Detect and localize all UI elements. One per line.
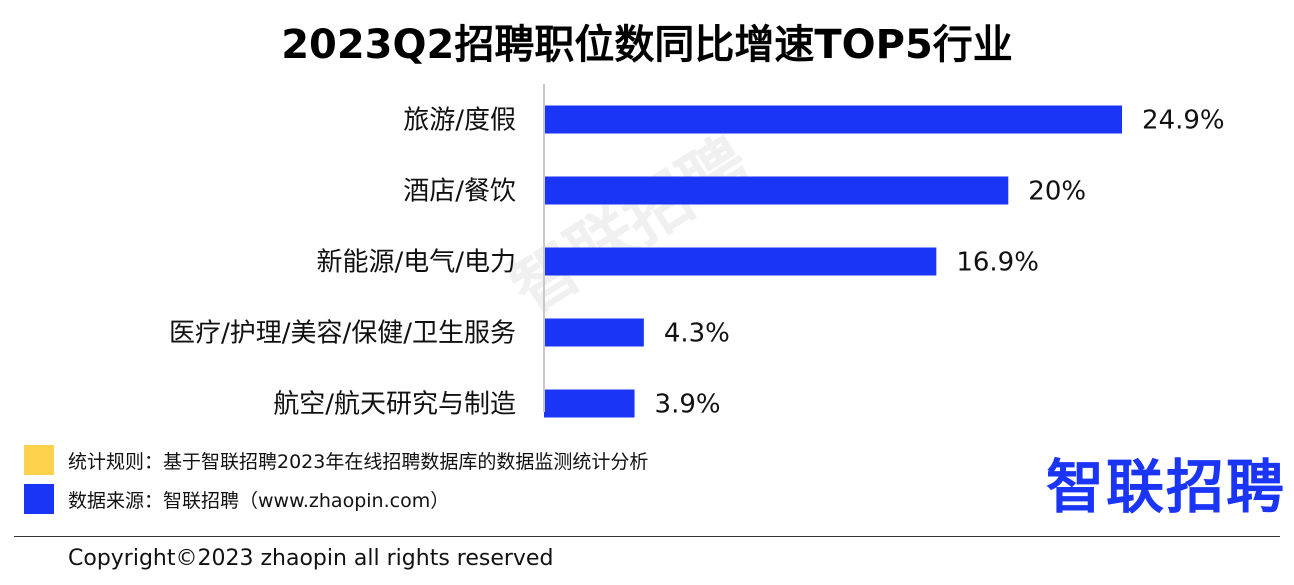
legend-swatch-source [24, 484, 54, 514]
legend-item-source: 数据来源：智联招聘（www.zhaopin.com） [24, 484, 449, 514]
category-label: 航空/航天研究与制造 [273, 390, 516, 420]
bar-chart: 旅游/度假 24.9% 酒店/餐饮 20% 新能源/电气/电力 16.9% 医疗/护理/美容… [169, 84, 1225, 420]
category-label: 旅游/度假 [403, 106, 516, 136]
value-label: 4.3% [664, 319, 730, 349]
zhaopin-logo: 智联招聘 [1046, 453, 1287, 521]
value-label: 16.9% [956, 248, 1039, 278]
bar [544, 176, 1009, 205]
footer-divider [14, 536, 1280, 537]
value-label: 24.9% [1142, 106, 1225, 136]
legend-swatch-rule [24, 445, 54, 475]
legend-item-rule: 统计规则：基于智联招聘2023年在线招聘数据库的数据监测统计分析 [24, 445, 648, 475]
category-label: 新能源/电气/电力 [316, 248, 516, 278]
category-label: 酒店/餐饮 [403, 177, 516, 207]
bar [544, 247, 937, 276]
bar [544, 318, 644, 347]
value-label: 3.9% [655, 390, 721, 420]
chart-title: 2023Q2招聘职位数同比增速TOP5行业 [281, 22, 1013, 68]
bar [544, 105, 1123, 134]
value-label: 20% [1028, 177, 1086, 207]
legend-text-source: 数据来源：智联招聘（www.zhaopin.com） [68, 489, 450, 512]
category-label: 医疗/护理/美容/保健/卫生服务 [169, 319, 516, 349]
bar [544, 389, 635, 418]
legend-text-rule: 统计规则：基于智联招聘2023年在线招聘数据库的数据监测统计分析 [68, 450, 649, 473]
copyright-text: Copyright©2023 zhaopin all rights reserv… [68, 546, 554, 571]
